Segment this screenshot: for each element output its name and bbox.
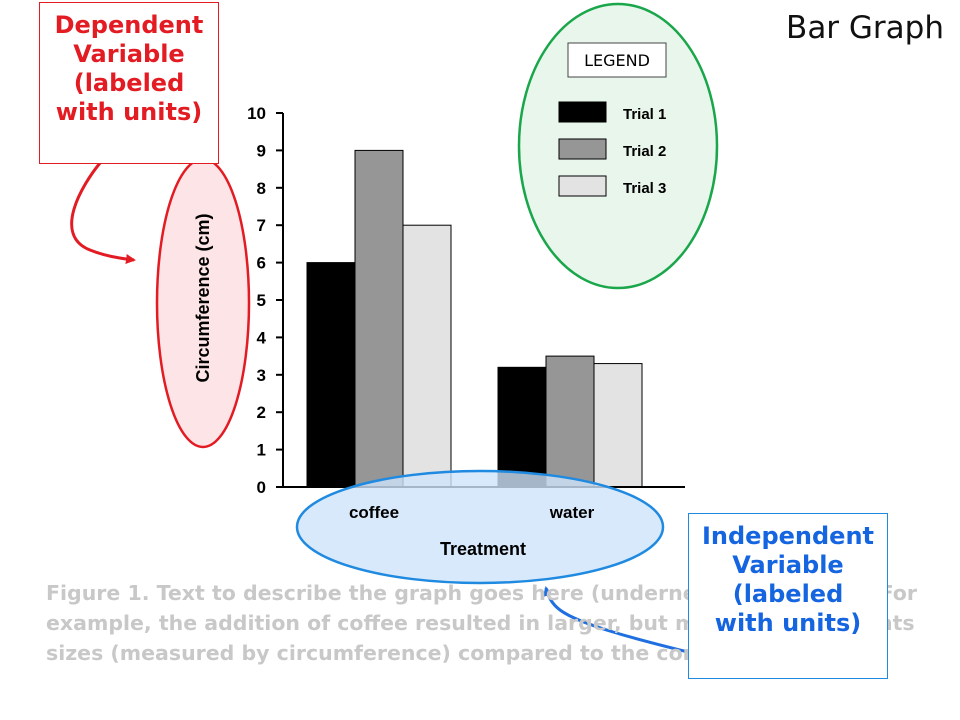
y-tick-label: 5 <box>257 291 266 310</box>
legend-swatch <box>558 101 607 123</box>
independent-variable-highlight <box>295 469 665 585</box>
callout-line: Variable <box>732 551 844 579</box>
y-tick-label: 6 <box>257 254 266 273</box>
y-tick-label: 7 <box>257 216 266 235</box>
y-tick-label: 2 <box>257 403 266 422</box>
legend-title-box <box>567 42 667 78</box>
legend-label: Trial 2 <box>623 143 666 160</box>
dependent-variable-callout: Dependent Variable (labeled with units) <box>39 2 219 164</box>
y-tick-label: 4 <box>257 328 267 347</box>
dependent-arrow <box>70 162 136 264</box>
y-tick-label: 3 <box>257 366 266 385</box>
callout-line: Variable <box>73 40 185 68</box>
legend-swatch <box>558 175 607 197</box>
x-tick-label: water <box>549 503 595 522</box>
independent-variable-callout: Independent Variable (labeled with units… <box>688 513 888 679</box>
x-tick-label: coffee <box>349 503 399 522</box>
legend-swatch <box>558 138 607 160</box>
legend-title: LEGEND <box>584 51 650 70</box>
callout-line: with units) <box>55 98 203 126</box>
y-tick-label: 9 <box>257 141 266 160</box>
callout-line: (labeled <box>732 580 844 608</box>
bar-water-trial-1 <box>497 366 547 488</box>
legend-label: Trial 3 <box>623 180 666 197</box>
bar-water-trial-3 <box>593 363 643 488</box>
x-tick-labels: coffee water <box>349 503 595 522</box>
y-tick-label: 1 <box>257 441 266 460</box>
bar-coffee-trial-1 <box>306 262 356 488</box>
callout-line: (labeled <box>73 69 185 97</box>
independent-arrow <box>542 586 689 654</box>
y-axis-label: Circumference (cm) <box>193 213 213 382</box>
legend-label: Trial 1 <box>623 106 666 123</box>
legend: Trial 1 Trial 2 Trial 3 <box>558 101 666 197</box>
caption-line: sizes (measured by circumference) compar… <box>46 641 747 665</box>
bar-coffee-trial-2 <box>354 149 404 488</box>
x-axis-label: Treatment <box>440 539 526 559</box>
y-tick-label: 10 <box>247 104 266 123</box>
y-tick-label: 0 <box>257 478 266 497</box>
bar-water-trial-2 <box>545 355 595 488</box>
bar-coffee-trial-3 <box>402 224 452 488</box>
y-tick-label: 8 <box>257 179 266 198</box>
slide-title: Bar Graph <box>786 10 944 46</box>
callout-line: with units) <box>714 609 862 637</box>
callout-line: Independent <box>701 522 875 550</box>
callout-line: Dependent <box>54 11 204 39</box>
